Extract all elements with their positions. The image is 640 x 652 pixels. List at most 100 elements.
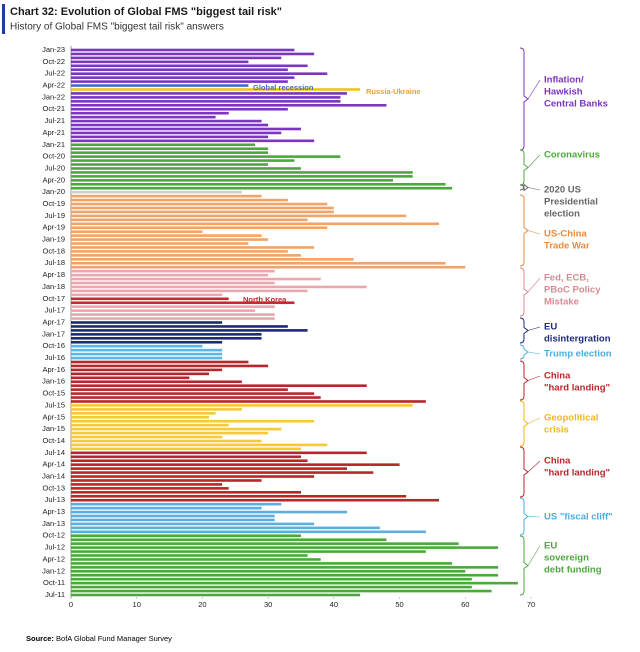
y-tick-label: Jan-13	[42, 519, 65, 528]
y-tick-label: Oct-14	[42, 436, 65, 445]
bar	[71, 143, 255, 147]
group-label: Inflation/	[544, 75, 584, 86]
group-label: Fed, ECB,	[544, 273, 589, 284]
bar	[71, 182, 446, 186]
y-tick-label: Oct-17	[42, 294, 65, 303]
bar	[71, 491, 301, 494]
y-tick-label: Jan-19	[42, 235, 65, 244]
bar	[71, 72, 328, 75]
bar	[71, 593, 361, 597]
bar	[71, 111, 229, 115]
y-tick-label: Apr-12	[42, 554, 65, 563]
bar	[71, 179, 393, 182]
group-bracket	[519, 446, 529, 498]
bar	[71, 321, 223, 324]
bar	[71, 135, 269, 139]
bar	[71, 88, 361, 91]
annotation: Global recession	[253, 83, 314, 92]
y-tick-label: Oct-18	[42, 246, 65, 255]
y-tick-label: Jul-20	[45, 163, 65, 172]
y-tick-label: Jul-16	[45, 353, 65, 362]
y-tick-label: Oct-22	[42, 57, 65, 66]
bar	[71, 487, 229, 490]
bar	[71, 301, 295, 305]
group-label: debt funding	[544, 565, 602, 576]
group-bracket	[519, 535, 529, 596]
y-tick-label: Jul-22	[45, 69, 65, 78]
y-tick-label: Jul-14	[45, 448, 65, 457]
bar	[71, 313, 275, 316]
bar	[71, 415, 209, 419]
bar	[71, 305, 275, 309]
bar	[71, 206, 334, 210]
group-connector	[527, 516, 541, 518]
bar	[71, 297, 229, 301]
group-label: "hard landing"	[544, 468, 610, 479]
group-connector	[527, 351, 541, 355]
bar	[71, 100, 341, 103]
y-tick-label: Jul-11	[45, 590, 65, 599]
bar	[71, 194, 262, 198]
bar	[71, 479, 262, 482]
group-label: Hawkish	[544, 87, 583, 98]
bar	[71, 372, 209, 376]
group-bracket	[519, 47, 529, 151]
group-bracket	[519, 317, 529, 344]
group-connector	[527, 326, 541, 331]
bar	[71, 514, 275, 518]
bar	[71, 222, 439, 226]
bar	[71, 427, 282, 431]
bar	[71, 392, 315, 395]
chart-title: Chart 32: Evolution of Global FMS "bigge…	[10, 6, 282, 18]
y-tick-label: Apr-21	[42, 128, 65, 137]
bar	[71, 380, 242, 384]
bar	[71, 147, 269, 151]
bar	[71, 471, 374, 474]
bar	[71, 562, 453, 565]
bar	[71, 530, 426, 534]
source-text: BofA Global Fund Manager Survey	[56, 634, 172, 643]
group-label: EU	[544, 541, 557, 552]
bar	[71, 439, 262, 443]
group-bracket	[519, 267, 529, 317]
bar	[71, 246, 315, 249]
group-connector	[527, 460, 541, 473]
x-tick-label: 30	[264, 600, 272, 609]
group-label: Coronavirus	[544, 150, 600, 161]
bar	[71, 518, 275, 522]
bar	[71, 333, 262, 336]
bar	[71, 467, 347, 470]
group-connector	[527, 230, 541, 235]
annotation: North Korea	[243, 295, 287, 304]
group-label: election	[544, 209, 580, 220]
bar	[71, 352, 223, 356]
bar	[71, 451, 367, 455]
bar	[71, 400, 426, 403]
bar	[71, 80, 288, 83]
bar	[71, 64, 308, 68]
group-bracket	[519, 360, 529, 401]
y-tick-label: Oct-13	[42, 483, 65, 492]
bar	[71, 277, 321, 281]
bar	[71, 258, 354, 261]
bar	[71, 573, 499, 577]
bar	[71, 127, 301, 131]
group-label: Geopolitical	[544, 413, 598, 424]
group-connector	[527, 375, 541, 381]
bar	[71, 498, 439, 502]
chart-subtitle: History of Global FMS "biggest tail risk…	[10, 22, 224, 33]
source-label: Source:	[26, 634, 54, 643]
bar	[71, 368, 223, 372]
bar	[71, 317, 275, 320]
bar	[71, 238, 269, 241]
bar	[71, 412, 216, 415]
y-tick-label: Apr-16	[42, 365, 65, 374]
y-tick-label: Jan-17	[42, 329, 65, 338]
bar	[71, 419, 315, 423]
bar	[71, 60, 249, 64]
y-tick-label: Jul-19	[45, 211, 65, 220]
y-tick-label: Oct-20	[42, 152, 65, 161]
group-bracket	[519, 400, 529, 447]
group-connector	[527, 187, 541, 191]
